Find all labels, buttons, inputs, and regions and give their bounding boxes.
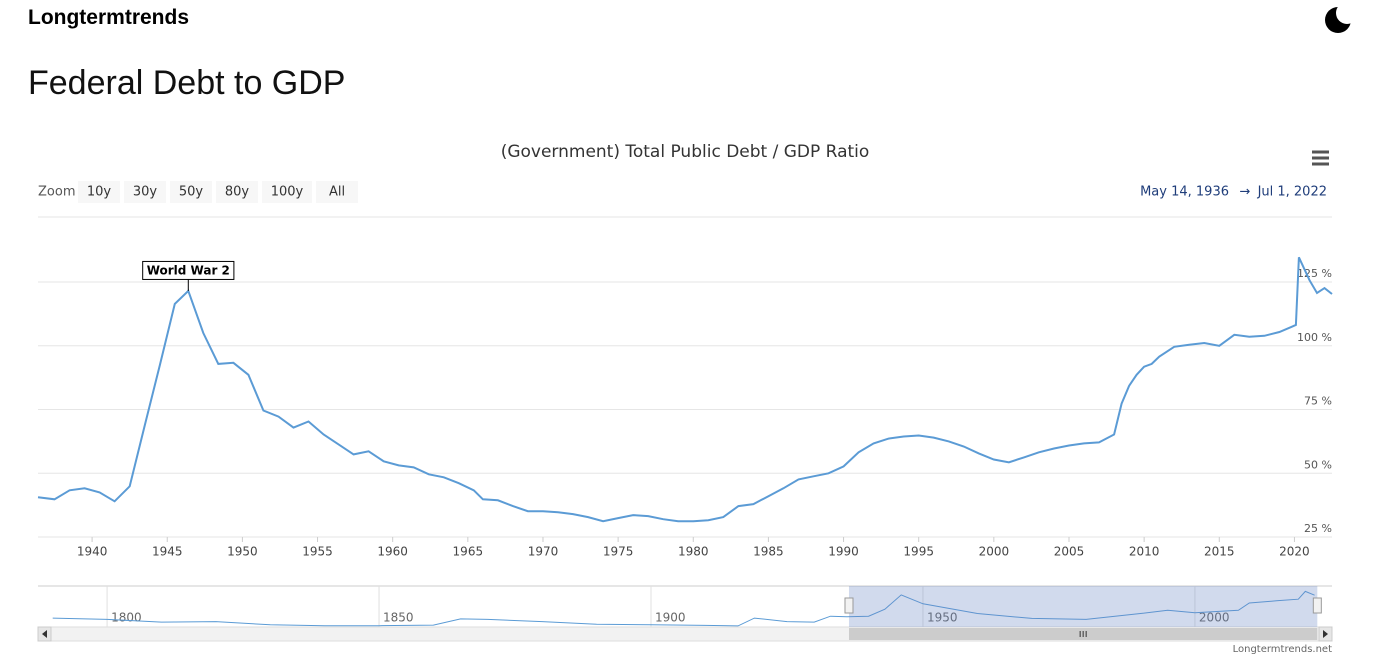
- grip-icon: [1079, 631, 1087, 637]
- x-tick-label: 2000: [1199, 611, 1230, 625]
- zoom-button-label[interactable]: 50y: [179, 185, 204, 200]
- zoom-button-label[interactable]: 80y: [225, 185, 250, 200]
- zoom-button-label[interactable]: All: [329, 185, 345, 200]
- zoom-button[interactable]: [216, 181, 258, 203]
- zoom-button[interactable]: [262, 181, 312, 203]
- zoom-button[interactable]: [78, 181, 120, 203]
- page-title: Federal Debt to GDP: [28, 64, 346, 102]
- zoom-button[interactable]: [124, 181, 166, 203]
- navigator-handle[interactable]: [1312, 597, 1322, 614]
- x-tick-label: 1985: [753, 545, 784, 559]
- x-tick-label: 1955: [302, 545, 333, 559]
- x-tick-label: 2005: [1054, 545, 1085, 559]
- zoom-button[interactable]: [170, 181, 212, 203]
- dark-mode-toggle[interactable]: [1325, 2, 1358, 33]
- x-tick-label: 2020: [1279, 545, 1310, 559]
- zoom-button-label[interactable]: 10y: [87, 185, 112, 200]
- x-tick-label: 1995: [903, 545, 934, 559]
- x-tick-label: 1970: [528, 545, 559, 559]
- range-from[interactable]: May 14, 1936: [1140, 185, 1229, 200]
- credit[interactable]: Longtermtrends.net: [1233, 644, 1332, 655]
- y-tick-label: 25 %: [1304, 522, 1332, 535]
- x-tick-label: 2010: [1129, 545, 1160, 559]
- range-arrow: →: [1240, 185, 1251, 200]
- x-tick-label: 1960: [377, 545, 408, 559]
- x-tick-label: 2015: [1204, 545, 1235, 559]
- x-tick-label: 1900: [655, 611, 686, 625]
- x-tick-label: 2000: [979, 545, 1010, 559]
- navigator-mask: [848, 586, 1318, 627]
- y-tick-label: 75 %: [1304, 395, 1332, 408]
- data-line: [37, 256, 1333, 523]
- annotation-label: World War 2: [147, 263, 230, 277]
- x-tick-label: 1950: [927, 611, 958, 625]
- zoom-label: Zoom: [38, 185, 75, 200]
- x-tick-label: 1980: [678, 545, 709, 559]
- x-tick-label: 1990: [828, 545, 859, 559]
- range-to[interactable]: Jul 1, 2022: [1257, 185, 1327, 200]
- y-tick-label: 50 %: [1304, 458, 1332, 471]
- x-tick-label: 1950: [227, 545, 258, 559]
- chart-title: (Government) Total Public Debt / GDP Rat…: [501, 142, 870, 162]
- brand[interactable]: Longtermtrends: [28, 6, 190, 29]
- zoom-button-label[interactable]: 30y: [133, 185, 158, 200]
- arrow-icon: [42, 630, 47, 638]
- x-tick-label: 1850: [383, 611, 414, 625]
- zoom-button-label[interactable]: 100y: [271, 185, 304, 200]
- x-tick-label: 1965: [453, 545, 484, 559]
- x-tick-label: 1800: [111, 611, 142, 625]
- x-tick-label: 1940: [77, 545, 108, 559]
- zoom-button[interactable]: [316, 181, 358, 203]
- y-tick-label: 100 %: [1297, 331, 1332, 344]
- menu-button[interactable]: [1312, 150, 1329, 166]
- x-tick-label: 1945: [152, 545, 183, 559]
- y-tick-label: 125 %: [1297, 267, 1332, 280]
- navigator-handle[interactable]: [844, 597, 854, 614]
- navigator-line: [52, 590, 1315, 627]
- arrow-icon: [1323, 630, 1328, 638]
- x-tick-label: 1975: [603, 545, 634, 559]
